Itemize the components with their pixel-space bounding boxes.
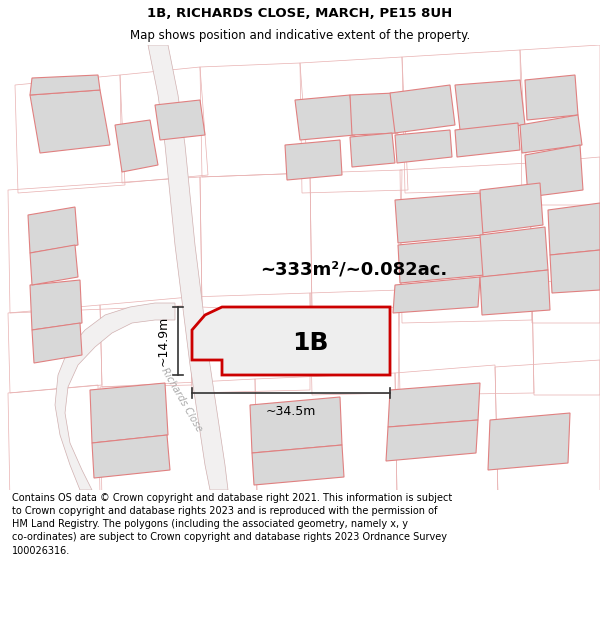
Polygon shape — [388, 383, 480, 427]
Polygon shape — [115, 120, 158, 172]
Polygon shape — [550, 250, 600, 293]
Polygon shape — [252, 445, 344, 485]
Polygon shape — [250, 397, 342, 453]
Polygon shape — [480, 227, 548, 277]
Polygon shape — [480, 183, 543, 233]
Polygon shape — [480, 270, 550, 315]
Polygon shape — [30, 245, 78, 285]
Polygon shape — [155, 100, 205, 140]
Polygon shape — [28, 207, 78, 253]
Polygon shape — [386, 420, 478, 461]
Polygon shape — [30, 90, 110, 153]
Polygon shape — [350, 93, 398, 135]
Polygon shape — [295, 95, 355, 140]
Text: ~14.9m: ~14.9m — [157, 316, 170, 366]
Polygon shape — [192, 307, 390, 375]
Text: Contains OS data © Crown copyright and database right 2021. This information is : Contains OS data © Crown copyright and d… — [12, 492, 452, 556]
Text: 1B, RICHARDS CLOSE, MARCH, PE15 8UH: 1B, RICHARDS CLOSE, MARCH, PE15 8UH — [148, 7, 452, 20]
Polygon shape — [525, 75, 578, 120]
Polygon shape — [395, 130, 452, 163]
Polygon shape — [30, 75, 100, 95]
Polygon shape — [525, 145, 583, 197]
Polygon shape — [350, 133, 395, 167]
Text: Map shows position and indicative extent of the property.: Map shows position and indicative extent… — [130, 29, 470, 42]
Polygon shape — [548, 203, 600, 255]
Polygon shape — [32, 323, 82, 363]
Text: ~34.5m: ~34.5m — [266, 405, 316, 418]
Polygon shape — [92, 435, 170, 478]
Polygon shape — [455, 80, 525, 130]
Polygon shape — [488, 413, 570, 470]
Polygon shape — [455, 123, 520, 157]
Polygon shape — [148, 45, 228, 490]
Polygon shape — [393, 277, 480, 313]
Polygon shape — [398, 237, 485, 283]
Text: Richards Close: Richards Close — [160, 366, 205, 434]
Text: 1B: 1B — [292, 331, 328, 355]
Polygon shape — [520, 115, 582, 153]
Polygon shape — [90, 383, 168, 443]
Polygon shape — [395, 193, 483, 243]
Polygon shape — [55, 303, 175, 490]
Text: ~333m²/~0.082ac.: ~333m²/~0.082ac. — [260, 261, 447, 279]
Polygon shape — [390, 85, 455, 133]
Polygon shape — [30, 280, 82, 330]
Polygon shape — [285, 140, 342, 180]
